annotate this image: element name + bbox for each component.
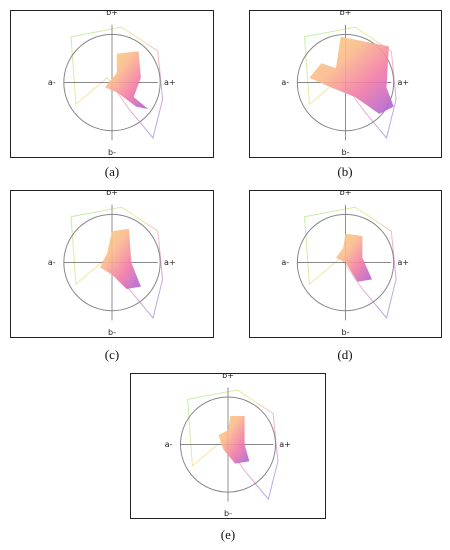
color-cloud — [104, 51, 149, 109]
color-cloud — [309, 36, 394, 114]
axis-label: b+ — [106, 191, 118, 197]
gamut-outline — [303, 26, 397, 139]
plot: b+ b-a-a+ — [165, 374, 291, 518]
axis-label: b- — [342, 328, 350, 337]
axis-label: a+ — [279, 440, 291, 449]
color-cloud — [335, 233, 372, 282]
plot: b+ b-a-a+ — [281, 11, 410, 157]
axis-label: a- — [48, 78, 56, 87]
panel: b+ b-a-a+ — [249, 10, 442, 158]
axis-label: a+ — [398, 258, 410, 267]
panel: b+ b-a-a+ — [130, 373, 326, 519]
axis-label: b+ — [340, 191, 352, 197]
color-cloud — [218, 416, 250, 464]
panel: b+ b-a-a+ — [10, 190, 214, 338]
axis-label: b- — [224, 509, 232, 518]
color-cloud — [100, 228, 141, 289]
caption: (c) — [104, 347, 120, 362]
caption: (a) — [104, 164, 120, 179]
panel: b+ b-a-a+ — [249, 190, 442, 338]
gamut-outline — [70, 206, 164, 319]
axis-label: b+ — [340, 11, 352, 17]
axis-label: a- — [281, 78, 289, 87]
axis-label: b- — [108, 328, 116, 337]
axis-label: a+ — [164, 78, 176, 87]
axis-label: a- — [165, 440, 173, 449]
plot: b+ b-a-a+ — [48, 11, 176, 157]
caption: (b) — [337, 164, 353, 179]
axis-label: a- — [281, 258, 289, 267]
gamut-outline — [70, 26, 164, 139]
axis-label: b- — [342, 148, 350, 157]
panel: b+ b-a-a+ — [10, 10, 214, 158]
axis-label: b+ — [106, 11, 118, 17]
axis-label: a- — [48, 258, 56, 267]
gamut-outline — [187, 389, 279, 501]
axis-label: a+ — [398, 78, 410, 87]
axis-label: a+ — [164, 258, 176, 267]
plot: b+ b-a-a+ — [48, 191, 176, 337]
gamut-outline — [303, 206, 397, 319]
axis-label: b- — [108, 148, 116, 157]
axis-label: b+ — [222, 374, 234, 380]
plot: b+ b-a-a+ — [281, 191, 410, 337]
caption: (e) — [220, 527, 236, 542]
caption: (d) — [337, 347, 353, 362]
